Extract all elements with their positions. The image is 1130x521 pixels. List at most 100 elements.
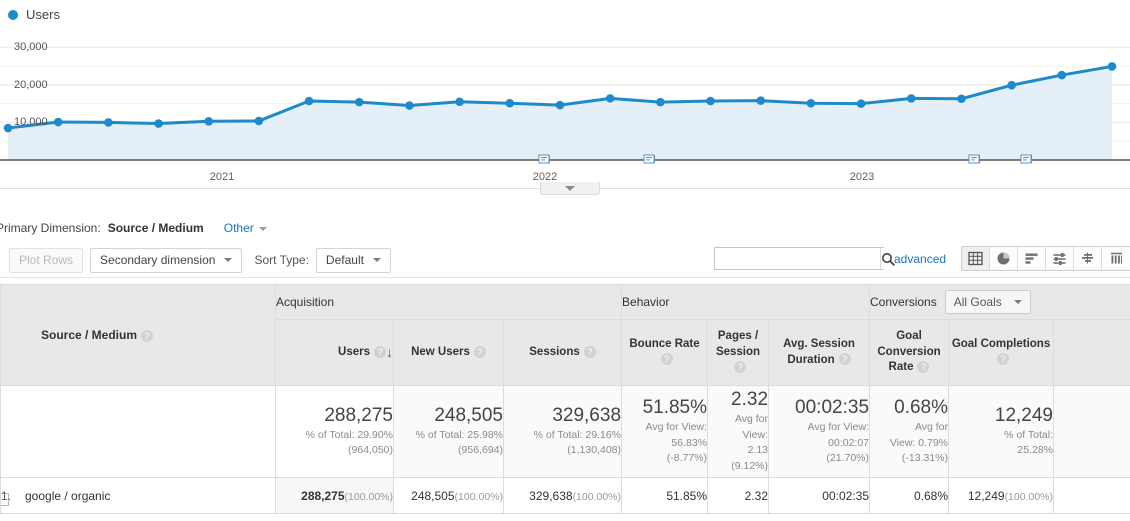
table-column-header-row: ↓ Users? New Users? Sessions? Bounce Rat… bbox=[1, 319, 1130, 386]
column-label-users: Users bbox=[338, 345, 370, 358]
summary-goal-completions-value: 12,249 bbox=[994, 404, 1054, 426]
all-goals-select[interactable]: All Goals bbox=[944, 290, 1031, 314]
column-header-users[interactable]: ↓ Users? bbox=[275, 319, 394, 386]
performance-glyph bbox=[1053, 253, 1066, 265]
help-icon[interactable]: ? bbox=[997, 353, 1010, 366]
table-row[interactable]: 1. google / organic 288,275(100.00%) 248,… bbox=[0, 477, 1130, 514]
help-icon[interactable]: ? bbox=[473, 345, 486, 358]
secondary-dimension-button[interactable]: Secondary dimension bbox=[90, 247, 243, 273]
dimension-header-cell[interactable]: Source / Medium? bbox=[0, 284, 276, 386]
search-button[interactable] bbox=[880, 248, 895, 269]
summary-goal-completions-sub2: 25.28% bbox=[1017, 444, 1054, 457]
users-legend-label: Users bbox=[26, 7, 60, 22]
y-tick-label: 30,000 bbox=[14, 41, 48, 54]
performance-view-icon[interactable] bbox=[1046, 247, 1074, 270]
comparison-view-icon[interactable] bbox=[1074, 247, 1102, 270]
column-label-pages-session: Pages / Session bbox=[715, 330, 761, 358]
users-trend-chart-panel: Users 10,000 20,000 30,000 2021 2022 2023 bbox=[0, 0, 1130, 205]
other-label: Other bbox=[223, 221, 254, 235]
chart-plot-area[interactable] bbox=[0, 32, 1130, 170]
conversions-group-header: Conversions All Goals bbox=[869, 284, 1130, 320]
summary-bounce-rate: 51.85% Avg for View: 56.83% (-8.77%) bbox=[621, 385, 709, 478]
row-new-users: 248,505(100.00%) bbox=[393, 477, 504, 514]
summary-users: 288,275 % of Total: 29.90% (964,050) bbox=[275, 385, 394, 478]
summary-goal-completions-sub1: % of Total: bbox=[1004, 428, 1054, 441]
pie-chart-view-icon[interactable] bbox=[990, 247, 1018, 270]
summary-new-users-sub1: % of Total: 25.98% bbox=[415, 428, 503, 441]
search-input[interactable] bbox=[715, 248, 880, 269]
column-header-spacer bbox=[1053, 319, 1130, 386]
acquisition-label: Acquisition bbox=[276, 295, 335, 309]
annotation-marker-icon[interactable] bbox=[1020, 154, 1034, 166]
summary-new-users-value: 248,505 bbox=[434, 404, 503, 426]
summary-users-sub1: % of Total: 29.90% bbox=[305, 428, 393, 441]
analytics-data-table: Source / Medium? Acquisition Behavior Co… bbox=[0, 284, 1130, 514]
bar-chart-view-icon[interactable] bbox=[1018, 247, 1046, 270]
column-header-avg-session-duration[interactable]: Avg. Session Duration? bbox=[768, 319, 871, 386]
column-label-goal-conversion-rate: Goal Conversion Rate bbox=[877, 330, 941, 374]
row-dimension-cell: 1. google / organic bbox=[0, 477, 276, 514]
behavior-label: Behavior bbox=[622, 295, 670, 309]
row-goal-rate: 0.68% bbox=[869, 477, 950, 514]
sort-type-button[interactable]: Default bbox=[315, 247, 391, 273]
summary-avg-duration-sub3: (21.70%) bbox=[826, 452, 870, 465]
summary-goal-rate-sub2: View: 0.79% bbox=[889, 436, 949, 449]
table-view-icon[interactable] bbox=[962, 247, 990, 270]
sort-descending-icon[interactable]: ↓ bbox=[386, 343, 393, 360]
summary-bounce-rate-value: 51.85% bbox=[642, 397, 708, 419]
row-dimension-value[interactable]: google / organic bbox=[25, 488, 111, 503]
bar-glyph bbox=[1025, 253, 1038, 264]
chevron-down-icon bbox=[1013, 300, 1022, 304]
table-glyph bbox=[968, 251, 983, 266]
annotation-marker-icon[interactable] bbox=[643, 154, 657, 166]
primary-dimension-active-tab[interactable]: Source / Medium bbox=[107, 221, 204, 235]
search-icon bbox=[882, 252, 895, 266]
column-header-bounce-rate[interactable]: Bounce Rate? bbox=[621, 319, 709, 386]
column-label-sessions: Sessions bbox=[529, 345, 580, 358]
summary-users-value: 288,275 bbox=[324, 404, 393, 426]
summary-sessions-sub2: (1,130,408) bbox=[567, 444, 622, 457]
advanced-search-link[interactable]: advanced bbox=[894, 252, 947, 266]
help-icon[interactable]: ? bbox=[374, 345, 386, 358]
x-tick-label: 2023 bbox=[849, 171, 875, 183]
view-type-switcher bbox=[961, 246, 1130, 271]
annotation-marker-icon[interactable] bbox=[968, 154, 982, 166]
column-header-sessions[interactable]: Sessions? bbox=[502, 319, 623, 386]
summary-avg-duration: 00:02:35 Avg for View: 00:02:07 (21.70%) bbox=[768, 385, 871, 478]
row-pages-session: 2.32 bbox=[707, 477, 770, 514]
row-goal-completions-value: 12,249 bbox=[967, 488, 1005, 503]
help-icon[interactable]: ? bbox=[141, 329, 154, 342]
summary-sessions-value: 329,638 bbox=[552, 404, 622, 426]
pivot-view-icon[interactable] bbox=[1102, 247, 1130, 270]
summary-sessions: 329,638 % of Total: 29.16% (1,130,408) bbox=[502, 385, 623, 478]
summary-users-sub2: (964,050) bbox=[348, 444, 393, 457]
behavior-group-header: Behavior bbox=[621, 284, 871, 320]
users-legend-dot bbox=[8, 9, 18, 20]
column-header-goal-conversion-rate[interactable]: Goal Conversion Rate? bbox=[869, 319, 950, 386]
help-icon[interactable]: ? bbox=[660, 353, 673, 366]
primary-dimension-other[interactable]: Other bbox=[224, 221, 267, 235]
pivot-glyph bbox=[1110, 252, 1122, 264]
acquisition-group-header: Acquisition bbox=[274, 284, 623, 320]
help-icon[interactable]: ? bbox=[917, 361, 930, 374]
summary-spacer bbox=[1053, 385, 1130, 478]
summary-avg-duration-sub2: 00:02:07 bbox=[828, 436, 870, 449]
annotation-marker-icon[interactable] bbox=[538, 154, 552, 166]
help-icon[interactable]: ? bbox=[838, 353, 851, 366]
summary-goal-completions: 12,249 % of Total: 25.28% bbox=[948, 385, 1055, 478]
row-users: 288,275(100.00%) bbox=[275, 477, 394, 514]
row-sessions-value: 329,638 bbox=[529, 488, 573, 503]
help-icon[interactable]: ? bbox=[583, 345, 596, 358]
row-bounce-rate: 51.85% bbox=[621, 477, 709, 514]
plot-rows-button[interactable]: Plot Rows bbox=[9, 247, 84, 273]
dimension-header-label: Source / Medium bbox=[41, 328, 138, 342]
column-header-goal-completions[interactable]: Goal Completions? bbox=[948, 319, 1055, 386]
column-header-pages-session[interactable]: Pages / Session? bbox=[707, 319, 770, 386]
sort-type-value: Default bbox=[325, 253, 364, 267]
help-icon[interactable]: ? bbox=[734, 361, 747, 374]
chart-expand-button[interactable] bbox=[540, 182, 600, 195]
x-tick-label: 2022 bbox=[532, 171, 558, 183]
summary-pages-session-sub4: (9.12%) bbox=[731, 460, 769, 473]
column-header-new-users[interactable]: New Users? bbox=[393, 319, 504, 386]
chevron-down-icon bbox=[224, 258, 233, 262]
